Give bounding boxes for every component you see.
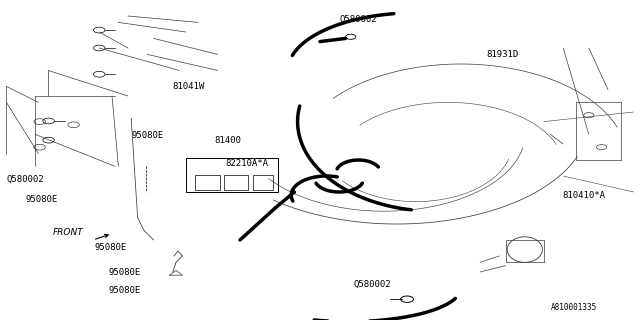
Text: 95080E: 95080E — [95, 243, 127, 252]
Text: FRONT: FRONT — [52, 228, 83, 237]
Text: Q580002: Q580002 — [6, 175, 44, 184]
Text: 82210A*A: 82210A*A — [225, 159, 268, 168]
Text: 95080E: 95080E — [109, 286, 141, 295]
Text: 95080E: 95080E — [109, 268, 141, 277]
Bar — [253, 175, 273, 190]
Bar — [186, 158, 278, 192]
Text: 81041W: 81041W — [173, 82, 205, 91]
Text: 810410*A: 810410*A — [562, 191, 605, 200]
Text: A810001335: A810001335 — [550, 303, 596, 312]
Text: 81400: 81400 — [214, 136, 241, 145]
Bar — [224, 175, 248, 190]
Bar — [195, 175, 220, 190]
Text: Q580002: Q580002 — [339, 15, 377, 24]
Text: 81931D: 81931D — [486, 50, 518, 59]
Text: 95080E: 95080E — [131, 131, 163, 140]
Text: Q580002: Q580002 — [353, 280, 391, 289]
Text: 95080E: 95080E — [26, 195, 58, 204]
